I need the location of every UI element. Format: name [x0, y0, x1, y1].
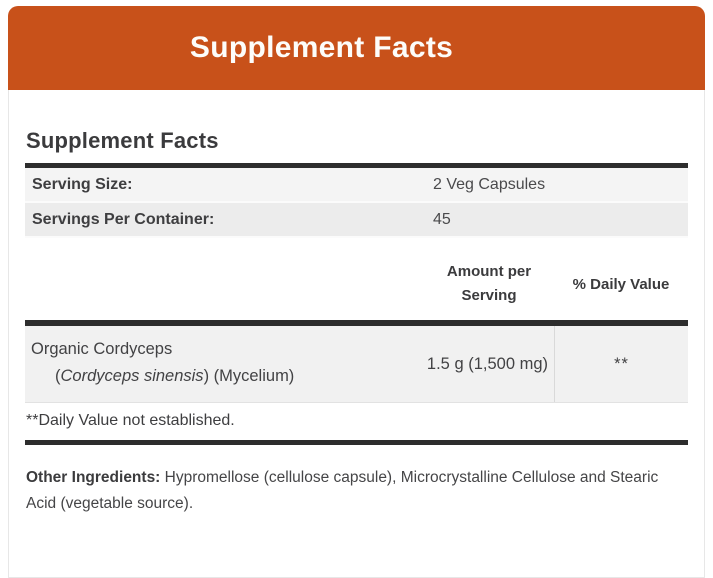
ingredient-name: Organic Cordyceps (Cordyceps sinensis) (…	[25, 326, 424, 402]
divider-bottom-rule	[25, 440, 688, 445]
ingredient-name-line1: Organic Cordyceps	[31, 340, 173, 358]
servings-per-container-row: Servings Per Container: 45	[25, 203, 688, 238]
percent-daily-value-header: % Daily Value	[572, 275, 670, 293]
amount-per-serving-header: Amount per Serving	[446, 263, 532, 304]
ingredient-name-line2: (Cordyceps sinensis) (Mycelium)	[31, 363, 424, 390]
supplement-facts-banner: Supplement Facts	[8, 6, 705, 90]
banner-title: Supplement Facts	[189, 31, 454, 64]
serving-size-value: 2 Veg Capsules	[433, 175, 546, 193]
ingredient-amount: 1.5 g (1,500 mg)	[426, 354, 548, 373]
serving-size-label: Serving Size:	[32, 175, 133, 193]
divider-header-rule	[25, 320, 688, 326]
other-ingredients-label: Other Ingredients:	[26, 469, 161, 486]
daily-value-footnote: **Daily Value not established.	[26, 412, 235, 429]
supplement-facts-panel: Supplement Facts Serving Size: 2 Veg Cap…	[8, 90, 705, 578]
panel-heading: Supplement Facts	[26, 128, 219, 153]
divider-top-rule	[25, 163, 688, 168]
botanical-prefix: (	[55, 367, 61, 385]
servings-per-container-value: 45	[433, 210, 451, 228]
botanical-name: Cordyceps sinensis	[60, 367, 204, 385]
ingredient-daily-value: **	[554, 326, 688, 402]
ingredient-row-organic-cordyceps: Organic Cordyceps (Cordyceps sinensis) (…	[25, 326, 688, 403]
column-header-row: Amount per Serving % Daily Value	[25, 260, 688, 320]
botanical-suffix: ) (Mycelium)	[203, 367, 295, 385]
serving-size-row: Serving Size: 2 Veg Capsules	[25, 168, 688, 203]
servings-per-container-label: Servings Per Container:	[32, 210, 215, 228]
other-ingredients: Other Ingredients: Hypromellose (cellulo…	[26, 465, 671, 517]
